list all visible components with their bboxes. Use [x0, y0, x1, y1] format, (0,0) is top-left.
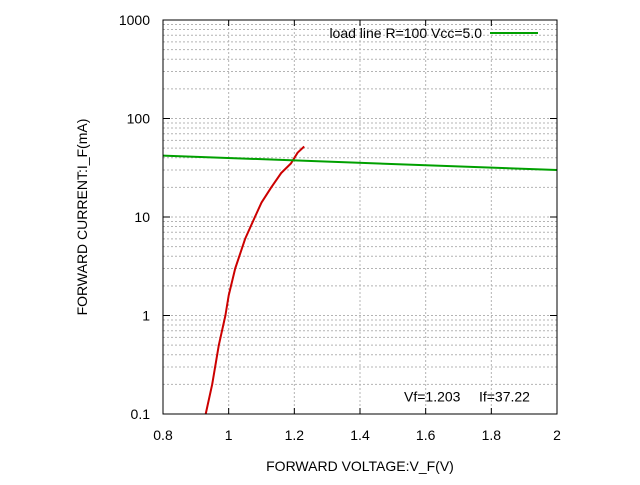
- x-axis-label: FORWARD VOLTAGE:V_F(V): [266, 458, 454, 474]
- load-line: [162, 154, 558, 171]
- vf-annotation: Vf=1.203: [404, 389, 461, 405]
- x-tick-label: 1: [225, 427, 233, 443]
- legend: load line R=100 Vcc=5.0: [329, 25, 538, 41]
- y-tick-label: 0.1: [131, 406, 151, 422]
- x-tick-label: 1.6: [416, 427, 436, 443]
- legend-label: load line R=100 Vcc=5.0: [329, 25, 482, 41]
- if-annotation: If=37.22: [479, 389, 530, 405]
- y-tick-label: 1: [142, 308, 150, 324]
- annotation-layer: Vf=1.203 If=37.22: [404, 389, 530, 405]
- tick-layer: 0.8 1 1.2 1.4 1.6 1.8 2 0.1 1 10 100 1000: [119, 12, 561, 443]
- y-axis-label: FORWARD CURRENT:I_F(mA): [74, 119, 90, 316]
- y-tick-label: 1000: [119, 12, 150, 28]
- y-tick-label: 10: [134, 209, 150, 225]
- grid-layer: [163, 20, 557, 414]
- series-layer: [162, 145, 558, 415]
- x-tick-label: 2: [553, 427, 561, 443]
- diode-curve-line: [204, 145, 305, 415]
- x-tick-label: 1.2: [285, 427, 305, 443]
- y-tick-label: 100: [127, 111, 151, 127]
- x-tick-label: 1.4: [350, 427, 370, 443]
- x-tick-label: 0.8: [153, 427, 173, 443]
- x-tick-label: 1.8: [482, 427, 502, 443]
